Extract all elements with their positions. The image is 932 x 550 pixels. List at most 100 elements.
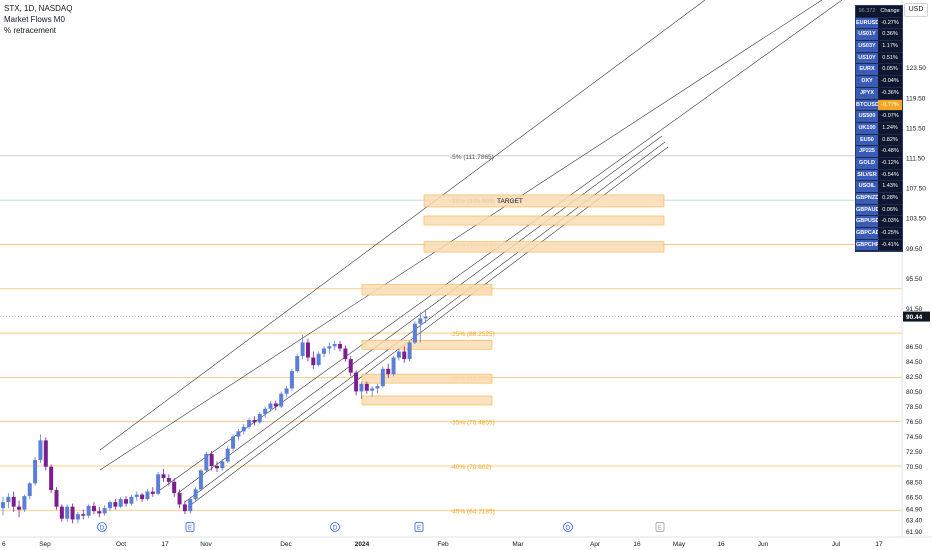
target-zone-box	[423, 215, 665, 226]
candle	[375, 383, 380, 393]
watchlist-row[interactable]: EURX 0.05%	[856, 64, 902, 77]
time-tick-label: Mar	[512, 541, 524, 548]
dividend-marker: D	[563, 522, 573, 532]
candle-body	[407, 342, 412, 360]
watchlist-symbol: US500	[856, 111, 878, 122]
watchlist-row[interactable]: USOIL 1.43%	[856, 181, 902, 193]
price-tick-label: 80.50	[906, 389, 923, 396]
time-tick-label: May	[673, 541, 686, 548]
indicator-retracement[interactable]: % retracement	[4, 26, 57, 35]
candle-body	[102, 508, 107, 514]
candle-body	[215, 465, 219, 469]
candle-body	[220, 461, 225, 469]
watchlist-change: 0.82%	[878, 134, 902, 146]
watchlist-row[interactable]: DXY -0.04%	[856, 76, 902, 88]
watchlist-change: 0.28%	[878, 193, 902, 204]
candle-body	[391, 357, 396, 375]
price-tick-label: 66.50	[906, 494, 923, 501]
candle-body	[188, 499, 193, 512]
watchlist-row[interactable]: EU50 0.82%	[856, 134, 902, 147]
candle	[150, 487, 155, 497]
watchlist-row[interactable]: JP225 -0.48%	[856, 146, 902, 158]
watchlist-row[interactable]: JPYX -0.36%	[856, 87, 902, 100]
watchlist-row[interactable]: GBPNZD 0.28%	[856, 193, 902, 205]
price-tick-label: 63.40	[906, 518, 923, 525]
candle	[204, 451, 209, 473]
event-letter: D	[333, 526, 338, 532]
candle-body	[241, 426, 246, 432]
candle	[316, 351, 321, 367]
time-tick-label: Jun	[758, 541, 769, 548]
watchlist-row[interactable]: GOLD -0.12%	[856, 157, 902, 170]
candle-body	[81, 514, 86, 516]
watchlist-row[interactable]: EURUSD -0.27%	[856, 17, 902, 30]
watchlist-change: 0.06%	[878, 204, 902, 216]
target-zone-box	[361, 284, 493, 296]
indicator-market-flows[interactable]: Market Flows M0	[4, 15, 65, 24]
candle-body	[150, 491, 155, 494]
candle	[273, 400, 278, 411]
watchlist-row[interactable]: UK100 1.24%	[856, 122, 902, 135]
watchlist-symbol: JP225	[856, 146, 878, 157]
price-tick-label: 70.50	[906, 464, 923, 471]
candle-body	[338, 343, 343, 349]
watchlist-row[interactable]: US500 -0.07%	[856, 111, 902, 123]
watchlist-header-change: Change %	[878, 6, 902, 25]
candle	[354, 370, 359, 396]
watchlist-row[interactable]: GBPUSD -0.03%	[856, 216, 902, 229]
watchlist-row[interactable]: GBPCHF -0.41%	[856, 239, 902, 252]
candle	[70, 503, 75, 524]
candle	[364, 381, 369, 394]
price-tick-label: 82.50	[906, 374, 923, 381]
candle-body	[263, 408, 268, 415]
price-tick-label: 123.50	[906, 65, 926, 72]
candle	[380, 366, 385, 388]
watchlist-row[interactable]: US10Y 0.51%	[856, 52, 902, 65]
watchlist-row[interactable]: US03Y 1.17%	[856, 41, 902, 53]
watchlist-row[interactable]: BTCUSD -0.??%	[856, 99, 902, 112]
currency-button[interactable]: USD	[904, 3, 928, 17]
earnings-marker: E	[414, 522, 424, 532]
candle	[231, 434, 236, 451]
target-zone-box	[423, 194, 665, 208]
candle	[166, 474, 171, 486]
candle	[370, 386, 375, 397]
candle-body	[354, 372, 359, 392]
candle	[27, 481, 32, 500]
time-tick-label: 16	[633, 541, 641, 548]
symbol-title[interactable]: STX, 1D, NASDAQ	[4, 4, 73, 13]
channel-line	[99, 0, 823, 471]
candle-body	[322, 348, 326, 354]
watchlist-row[interactable]: US01Y 0.36%	[856, 29, 902, 42]
time-tick-label: Nov	[200, 541, 212, 548]
time-tick-label: 17	[875, 541, 883, 548]
candle-body	[343, 348, 348, 360]
candle	[17, 500, 22, 518]
watchlist-symbol: UK100	[856, 122, 878, 134]
watchlist-change: -0.07%	[878, 111, 902, 122]
candle	[172, 478, 177, 497]
candle-body	[327, 346, 332, 349]
time-axis-layer: 6 Sep Oct 17 Nov Dec 2024 Feb Mar Apr 16 May 16 Jun Ju…	[0, 522, 932, 548]
candle	[423, 309, 428, 323]
candle-body	[54, 490, 59, 507]
candle-body	[380, 368, 385, 387]
watchlist-row[interactable]: GBPAUD 0.06%	[856, 204, 902, 217]
candle-body	[279, 393, 284, 407]
last-price-label: 90.44	[906, 314, 923, 321]
candle-body	[209, 453, 214, 466]
candle-body	[6, 496, 11, 503]
dividend-marker: D	[97, 522, 107, 532]
candle	[402, 346, 407, 363]
watchlist-symbol: GBPUSD	[856, 216, 880, 228]
candle	[247, 417, 252, 430]
watchlist-row[interactable]: SILVER -0.54%	[856, 169, 902, 182]
earnings-box	[414, 522, 424, 532]
candle-body	[49, 466, 54, 491]
candle-body	[364, 383, 369, 391]
candle-body	[124, 499, 129, 504]
candle-body	[113, 502, 118, 507]
watchlist-symbol: JPYX	[856, 87, 878, 99]
watchlist-row[interactable]: GBPCAD -0.25%	[856, 228, 902, 240]
